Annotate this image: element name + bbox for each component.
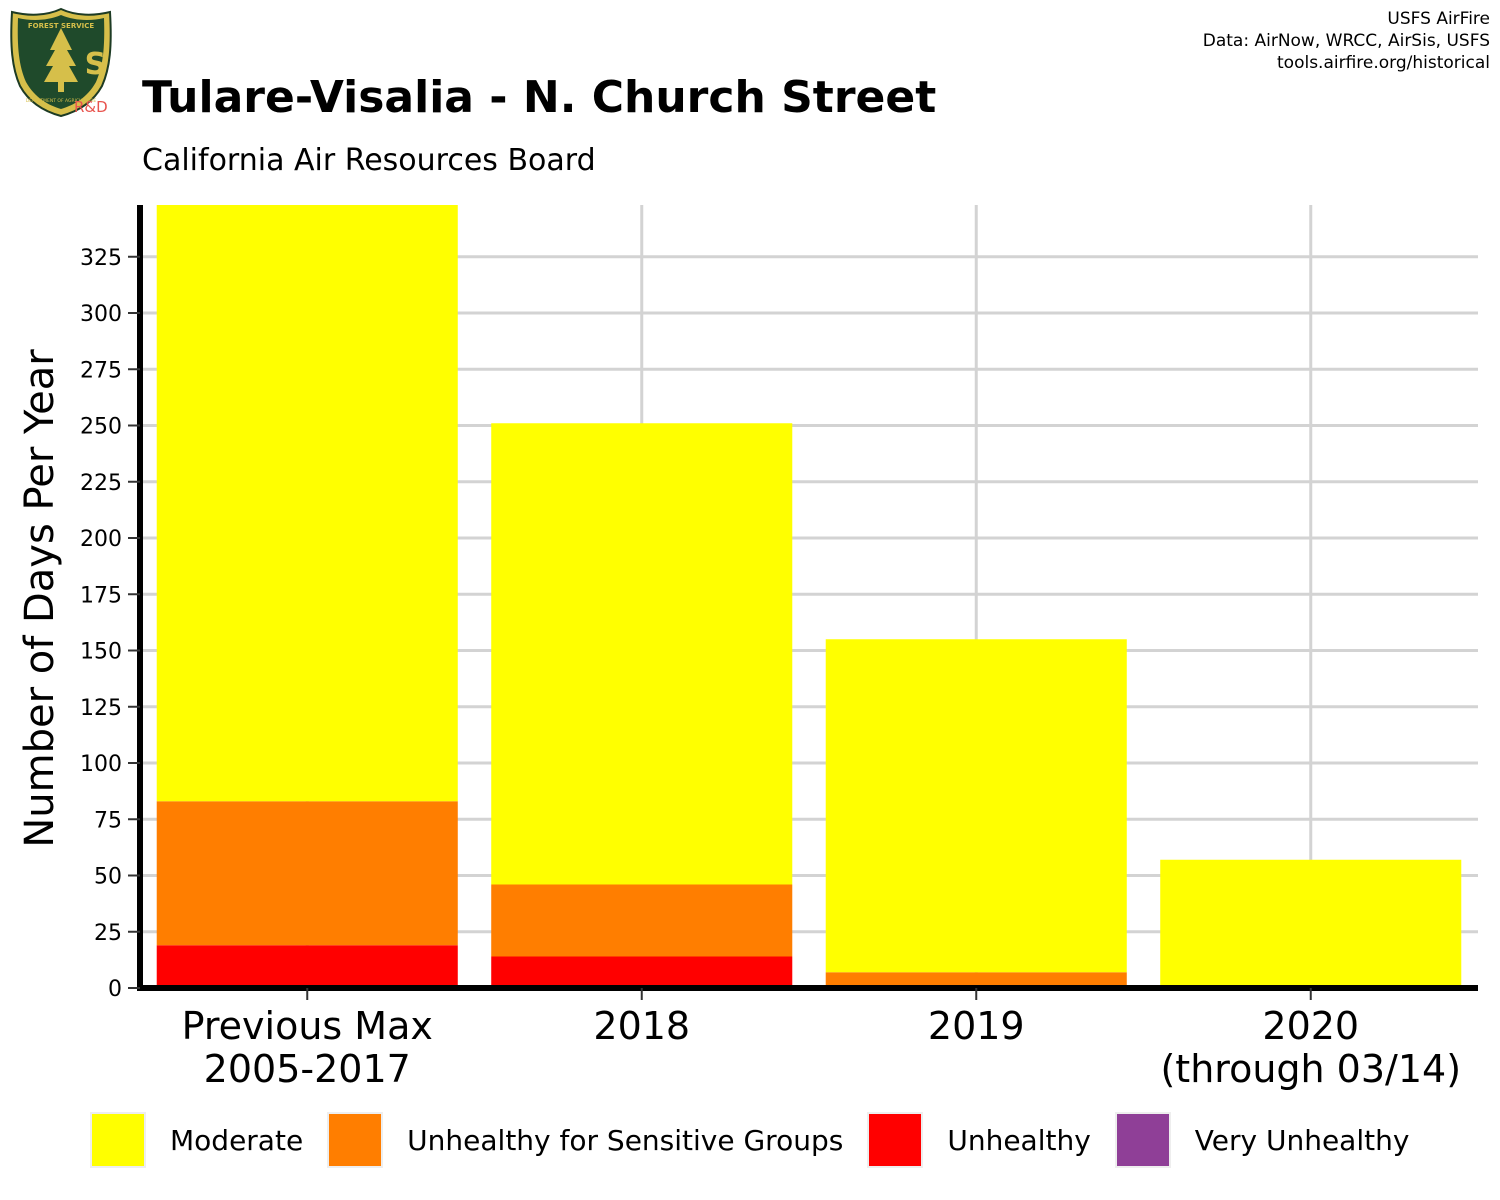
bar-segment [156, 801, 458, 946]
credits: USFS AirFire Data: AirNow, WRCC, AirSis,… [1203, 8, 1490, 74]
legend-item: Unhealthy [867, 1112, 1091, 1168]
legend: Moderate Unhealthy for Sensitive Groups Un… [90, 1112, 1433, 1168]
bar-segment [825, 972, 1127, 988]
bar-segment [825, 639, 1127, 973]
legend-swatch [327, 1112, 384, 1168]
legend-label: Unhealthy [947, 1123, 1091, 1157]
y-tick-label: 50 [94, 865, 122, 890]
rd-label: R&D [74, 98, 108, 116]
legend-label: Moderate [170, 1123, 304, 1157]
legend-item: Unhealthy for Sensitive Groups [327, 1112, 843, 1168]
y-axis-label: Number of Days Per Year [17, 349, 63, 848]
logo-arc-top: FOREST SERVICE [28, 22, 95, 30]
credit-line: Data: AirNow, WRCC, AirSis, USFS [1202, 31, 1490, 51]
chart-subtitle: California Air Resources Board [142, 143, 596, 178]
bar-segment [491, 956, 793, 988]
y-tick-label: 100 [80, 752, 122, 777]
y-tick-label: 200 [80, 527, 122, 552]
y-tick-label: 175 [80, 583, 122, 608]
bar-segment [156, 205, 458, 802]
x-tick-label: 2019 [928, 1004, 1025, 1048]
legend-item: Very Unhealthy [1114, 1112, 1410, 1168]
credit-line: tools.airfire.org/historical [1277, 53, 1490, 73]
y-tick-label: 0 [108, 977, 122, 1002]
credit-line: USFS AirFire [1387, 9, 1490, 29]
y-tick-label: 225 [80, 471, 122, 496]
y-tick-label: 150 [80, 640, 122, 665]
x-tick-label: 2018 [593, 1004, 690, 1048]
y-tick-label: 300 [80, 302, 122, 327]
legend-label: Unhealthy for Sensitive Groups [407, 1123, 844, 1157]
legend-swatch [90, 1112, 146, 1168]
y-tick-label: 25 [94, 921, 122, 946]
x-tick-label: Previous Max [182, 1004, 433, 1048]
legend-swatch [1114, 1112, 1171, 1168]
legend-item: Moderate [90, 1112, 303, 1168]
bar-segment [491, 423, 793, 885]
logo-letters: U S [6, 47, 116, 82]
bar-segment [156, 945, 458, 988]
bar-segment [1160, 859, 1462, 988]
x-tick-label: 2020 [1262, 1004, 1359, 1048]
legend-label: Very Unhealthy [1194, 1123, 1410, 1157]
bar-segment [491, 884, 793, 957]
logo-arc-bottom: DEPARTMENT OF AGRICULTURE [26, 98, 97, 104]
y-tick-label: 250 [80, 415, 122, 440]
chart-title: Tulare-Visalia - N. Church Street [142, 72, 937, 123]
x-tick-label: 2005-2017 [204, 1047, 411, 1091]
legend-swatch [867, 1112, 924, 1168]
y-tick-label: 325 [80, 246, 122, 271]
y-tick-label: 75 [94, 808, 122, 833]
y-tick-label: 275 [80, 358, 122, 383]
x-tick-label: (through 03/14) [1160, 1047, 1461, 1091]
usfs-shield-icon: U S FOREST SERVICE DEPARTMENT OF AGRICUL… [6, 7, 116, 118]
y-tick-label: 125 [80, 696, 122, 721]
